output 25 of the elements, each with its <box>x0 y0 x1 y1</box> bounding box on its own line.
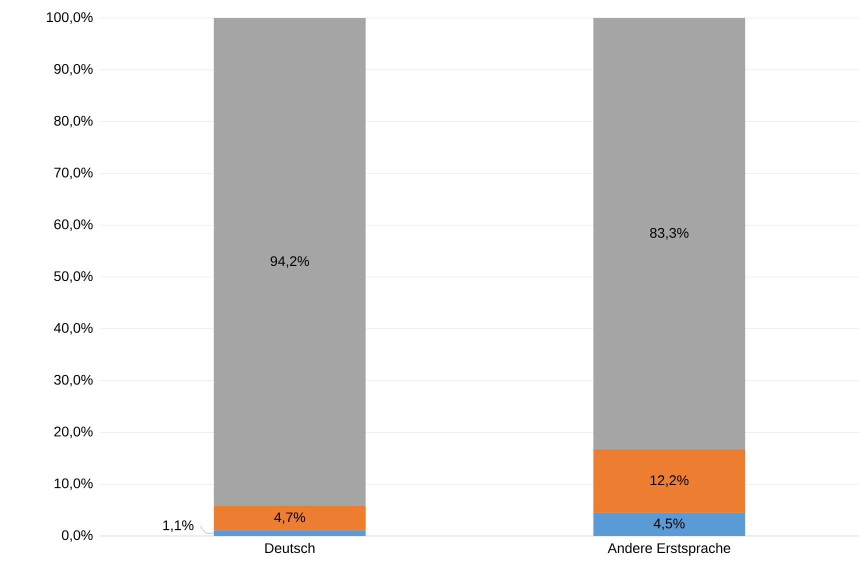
bar <box>593 18 746 450</box>
bar <box>214 18 366 506</box>
y-tick-label: 0,0% <box>62 530 93 542</box>
bar <box>214 506 366 530</box>
bar <box>593 449 746 513</box>
data-label: 94,2% <box>270 256 310 268</box>
y-tick-label: 20,0% <box>54 426 93 438</box>
y-tick-label: 50,0% <box>54 271 93 283</box>
y-tick-label: 70,0% <box>54 168 93 180</box>
y-tick-label: 60,0% <box>54 219 93 231</box>
data-label: 4,5% <box>654 518 685 530</box>
bar <box>214 530 366 536</box>
x-tick-label: Deutsch <box>265 542 314 554</box>
y-tick-label: 100,0% <box>46 12 93 24</box>
data-label: 1,1% <box>163 520 194 532</box>
bar <box>593 512 746 536</box>
data-label: 12,2% <box>650 475 689 487</box>
y-tick-label: 90,0% <box>54 64 93 76</box>
y-tick-label: 30,0% <box>54 374 93 386</box>
y-tick-label: 40,0% <box>54 323 93 335</box>
data-label: 83,3% <box>650 228 689 240</box>
x-tick-label: Andere Erstsprache <box>608 542 730 556</box>
y-tick-label: 80,0% <box>54 116 93 128</box>
y-tick-label: 10,0% <box>54 478 93 490</box>
data-label: 4,7% <box>274 512 306 524</box>
